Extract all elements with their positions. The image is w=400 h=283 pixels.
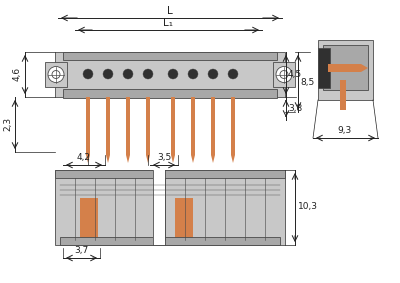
Bar bbox=[318, 48, 330, 88]
Circle shape bbox=[276, 67, 292, 83]
Text: 3,7: 3,7 bbox=[74, 246, 88, 255]
Bar bbox=[328, 64, 361, 72]
Polygon shape bbox=[86, 155, 90, 163]
Text: 3,8: 3,8 bbox=[288, 104, 302, 113]
Circle shape bbox=[208, 69, 218, 79]
Circle shape bbox=[228, 69, 238, 79]
Polygon shape bbox=[231, 155, 235, 163]
Text: 3,5: 3,5 bbox=[157, 153, 171, 162]
Polygon shape bbox=[126, 155, 130, 163]
Polygon shape bbox=[361, 64, 368, 72]
Bar bbox=[171, 97, 175, 155]
Polygon shape bbox=[340, 95, 346, 103]
Bar bbox=[60, 237, 280, 245]
Bar bbox=[273, 62, 295, 87]
Bar bbox=[191, 97, 195, 155]
Polygon shape bbox=[171, 155, 175, 163]
Circle shape bbox=[83, 69, 93, 79]
Polygon shape bbox=[146, 155, 150, 163]
Text: 2,3: 2,3 bbox=[3, 117, 12, 131]
Bar bbox=[45, 62, 67, 87]
Bar bbox=[55, 52, 285, 97]
Bar bbox=[63, 52, 277, 60]
Bar bbox=[80, 198, 98, 241]
Text: 4,2: 4,2 bbox=[77, 153, 91, 162]
Circle shape bbox=[143, 69, 153, 79]
Circle shape bbox=[48, 67, 64, 83]
Bar bbox=[106, 97, 110, 155]
Bar bbox=[55, 170, 285, 178]
Bar bbox=[86, 97, 90, 155]
Polygon shape bbox=[211, 155, 215, 163]
Bar bbox=[55, 170, 285, 245]
Bar bbox=[340, 80, 346, 110]
Bar bbox=[318, 40, 373, 100]
Bar bbox=[146, 97, 150, 155]
Bar bbox=[153, 170, 165, 245]
Circle shape bbox=[103, 69, 113, 79]
Bar bbox=[231, 97, 235, 155]
Circle shape bbox=[123, 69, 133, 79]
Text: 4,5: 4,5 bbox=[288, 70, 302, 78]
Text: 8,5: 8,5 bbox=[300, 78, 314, 87]
Bar bbox=[323, 45, 368, 90]
Text: L₁: L₁ bbox=[163, 18, 173, 28]
Text: 4,6: 4,6 bbox=[13, 67, 22, 81]
Bar bbox=[63, 89, 277, 98]
Text: L: L bbox=[167, 6, 173, 16]
Circle shape bbox=[168, 69, 178, 79]
Text: 9,3: 9,3 bbox=[338, 126, 352, 135]
Bar bbox=[126, 97, 130, 155]
Circle shape bbox=[188, 69, 198, 79]
Bar bbox=[211, 97, 215, 155]
Polygon shape bbox=[191, 155, 195, 163]
Bar bbox=[175, 198, 193, 241]
Text: 10,3: 10,3 bbox=[298, 203, 318, 211]
Polygon shape bbox=[106, 155, 110, 163]
